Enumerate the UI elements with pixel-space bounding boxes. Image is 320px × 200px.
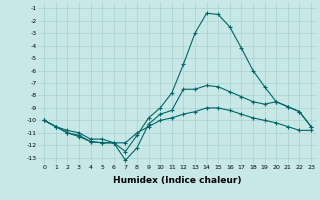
- X-axis label: Humidex (Indice chaleur): Humidex (Indice chaleur): [113, 176, 242, 185]
